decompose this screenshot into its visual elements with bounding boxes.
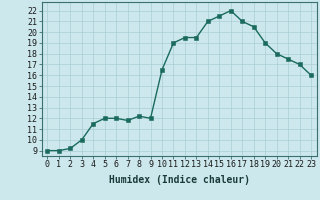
X-axis label: Humidex (Indice chaleur): Humidex (Indice chaleur): [109, 175, 250, 185]
